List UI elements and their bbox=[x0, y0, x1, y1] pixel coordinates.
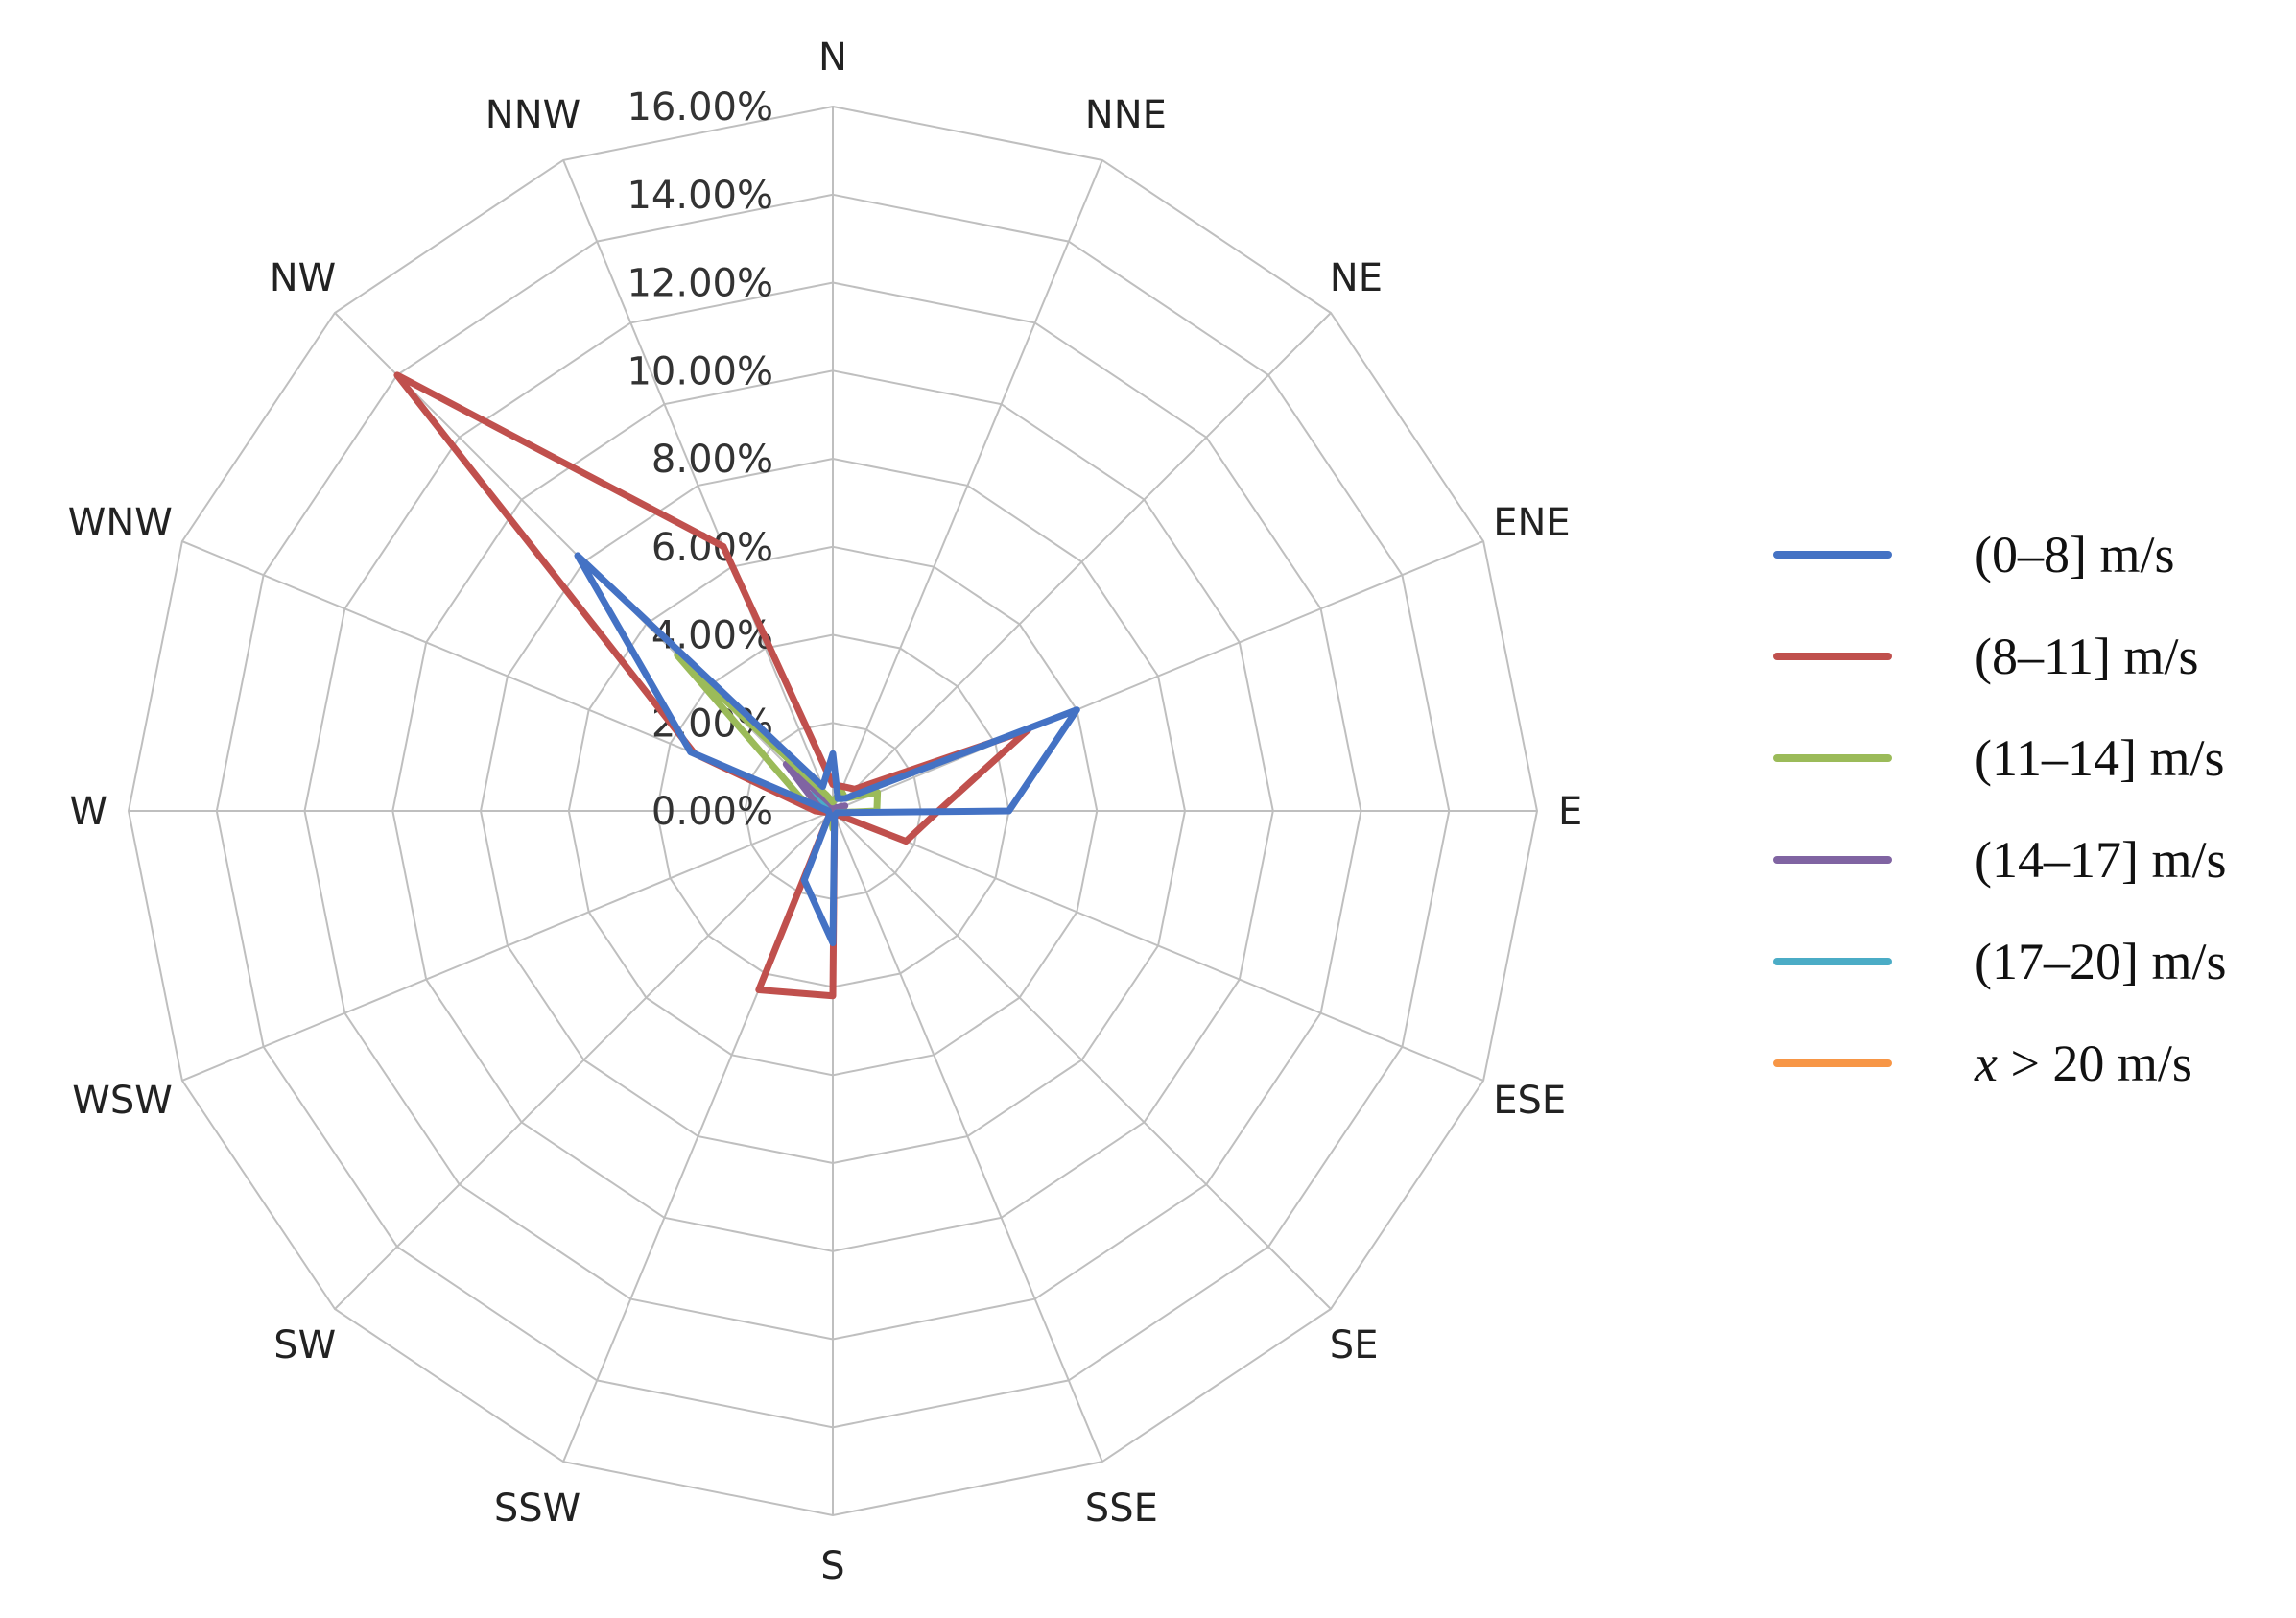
series-line bbox=[574, 552, 1080, 947]
radar-spokes bbox=[129, 107, 1537, 1515]
legend: (0–8] m/s (8–11] m/s (11–14] m/s (14–17] m/… bbox=[1773, 526, 2227, 1092]
spoke-sw bbox=[334, 810, 834, 1310]
direction-label-w: W bbox=[69, 790, 107, 834]
direction-label-sw: SW bbox=[273, 1323, 336, 1368]
spoke-sse bbox=[832, 810, 1103, 1463]
direction-label-ese: ESE bbox=[1493, 1079, 1566, 1123]
direction-label-ssw: SSW bbox=[494, 1487, 580, 1531]
tick-label: 14.00% bbox=[627, 174, 773, 218]
direction-label-nne: NNE bbox=[1085, 93, 1167, 137]
tick-label: 8.00% bbox=[651, 438, 773, 482]
radial-tick-labels: 0.00%2.00%4.00%6.00%8.00%10.00%12.00%14.… bbox=[627, 85, 773, 834]
spoke-nne bbox=[832, 159, 1103, 812]
spoke-nnw bbox=[562, 159, 834, 812]
spoke-se bbox=[832, 810, 1332, 1310]
direction-label-wsw: WSW bbox=[72, 1079, 173, 1123]
tick-label: 16.00% bbox=[627, 85, 773, 130]
legend-label: (17–20] m/s bbox=[1975, 933, 2227, 990]
tick-label: 4.00% bbox=[651, 614, 773, 658]
legend-label: (11–14] m/s bbox=[1975, 729, 2224, 787]
legend-label: (14–17] m/s bbox=[1975, 831, 2227, 889]
direction-label-ene: ENE bbox=[1493, 501, 1570, 545]
tick-label: 12.00% bbox=[627, 262, 773, 306]
direction-label-ne: NE bbox=[1330, 256, 1383, 300]
tick-label: 6.00% bbox=[651, 526, 773, 570]
spoke-ne bbox=[832, 312, 1332, 812]
direction-label-nw: NW bbox=[270, 256, 336, 300]
direction-label-nnw: NNW bbox=[485, 93, 580, 137]
direction-labels: N NNE NE ENE E ESE SE SSE S SSW SW WSW W WNW NW NNW bbox=[68, 36, 1583, 1588]
spoke-wsw bbox=[181, 810, 834, 1082]
tick-label: 10.00% bbox=[627, 349, 773, 393]
direction-label-n: N bbox=[818, 36, 847, 80]
direction-label-sse: SSE bbox=[1085, 1487, 1158, 1531]
direction-label-s: S bbox=[820, 1544, 844, 1588]
spoke-ese bbox=[832, 810, 1484, 1082]
legend-label: (0–8] m/s bbox=[1975, 526, 2175, 583]
series-lines bbox=[393, 371, 1080, 1000]
legend-label: x > 20 m/s bbox=[1974, 1035, 2192, 1092]
legend-label: (8–11] m/s bbox=[1975, 628, 2198, 685]
direction-label-se: SE bbox=[1330, 1323, 1379, 1368]
direction-label-wnw: WNW bbox=[68, 501, 173, 545]
tick-label: 0.00% bbox=[651, 790, 773, 834]
direction-label-e: E bbox=[1558, 790, 1582, 834]
spoke-ene bbox=[832, 540, 1484, 812]
